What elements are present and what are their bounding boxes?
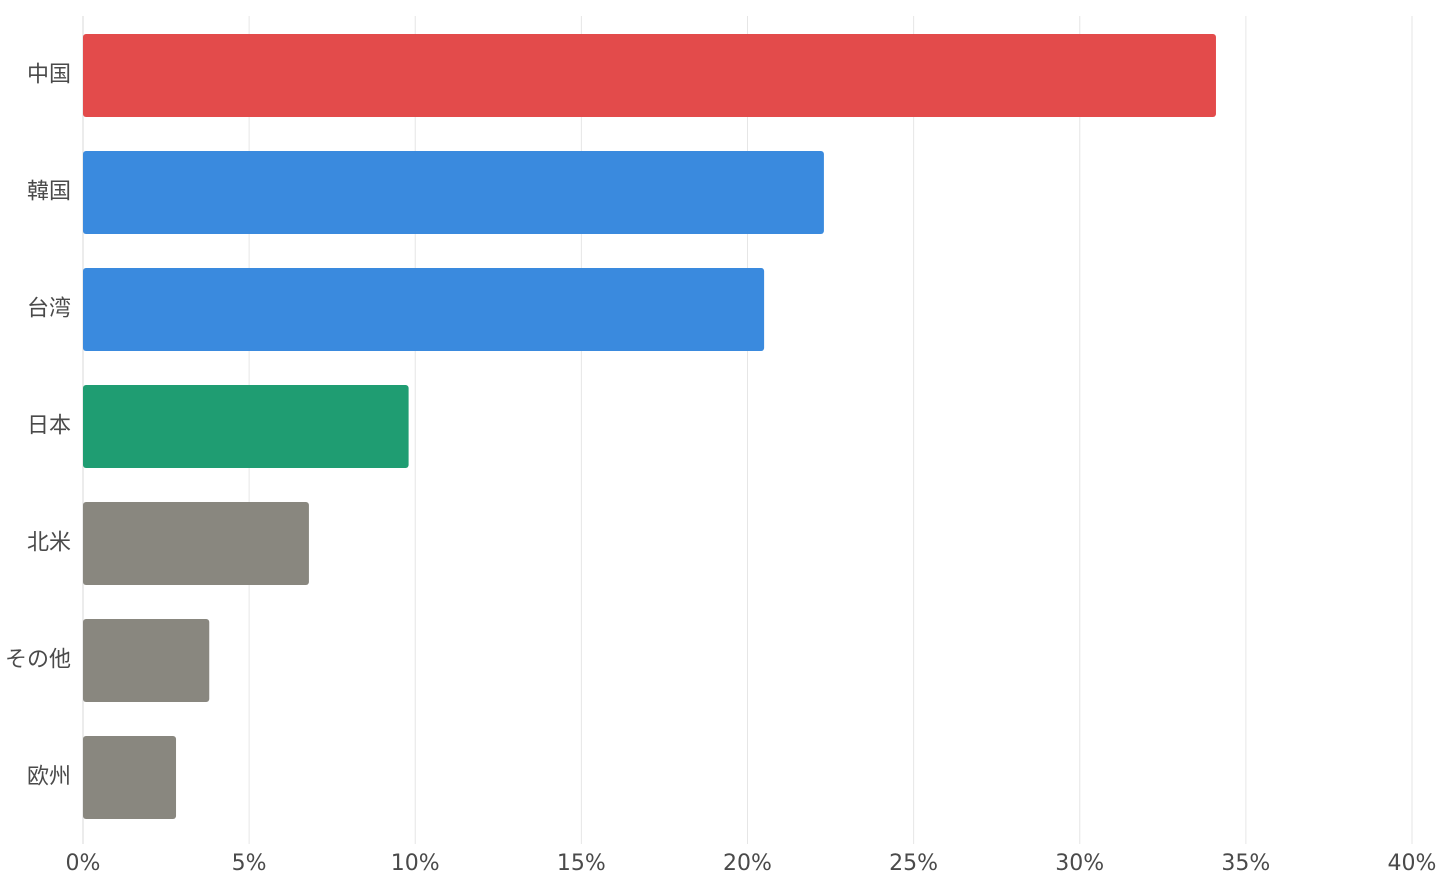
x-tick-label: 5% <box>232 851 267 876</box>
bar-3 <box>83 385 409 468</box>
bar-1 <box>83 151 824 234</box>
bar-5 <box>83 619 210 702</box>
category-label-3: 日本 <box>27 414 71 439</box>
x-tick-label: 20% <box>723 851 772 876</box>
category-label-1: 韓国 <box>27 180 71 205</box>
x-tick-label: 15% <box>557 851 606 876</box>
bar-2 <box>83 268 765 351</box>
bar-4 <box>83 502 309 585</box>
x-tick-label: 30% <box>1055 851 1104 876</box>
bars-layer <box>83 34 1216 819</box>
x-tick-label: 40% <box>1388 851 1437 876</box>
bar-0 <box>83 34 1216 117</box>
category-label-0: 中国 <box>27 63 71 88</box>
category-label-2: 台湾 <box>27 297 71 322</box>
bar-6 <box>83 736 177 819</box>
x-tick-label: 0% <box>66 851 101 876</box>
x-axis: 0% 5% 10% 15% 20% 25% 30% 35% 40% <box>66 851 1437 876</box>
category-label-4: 北米 <box>27 531 71 556</box>
x-tick-label: 10% <box>391 851 440 876</box>
category-label-6: 欧州 <box>27 765 71 790</box>
x-tick-label: 35% <box>1221 851 1270 876</box>
category-label-5: その他 <box>5 648 71 673</box>
x-tick-label: 25% <box>889 851 938 876</box>
